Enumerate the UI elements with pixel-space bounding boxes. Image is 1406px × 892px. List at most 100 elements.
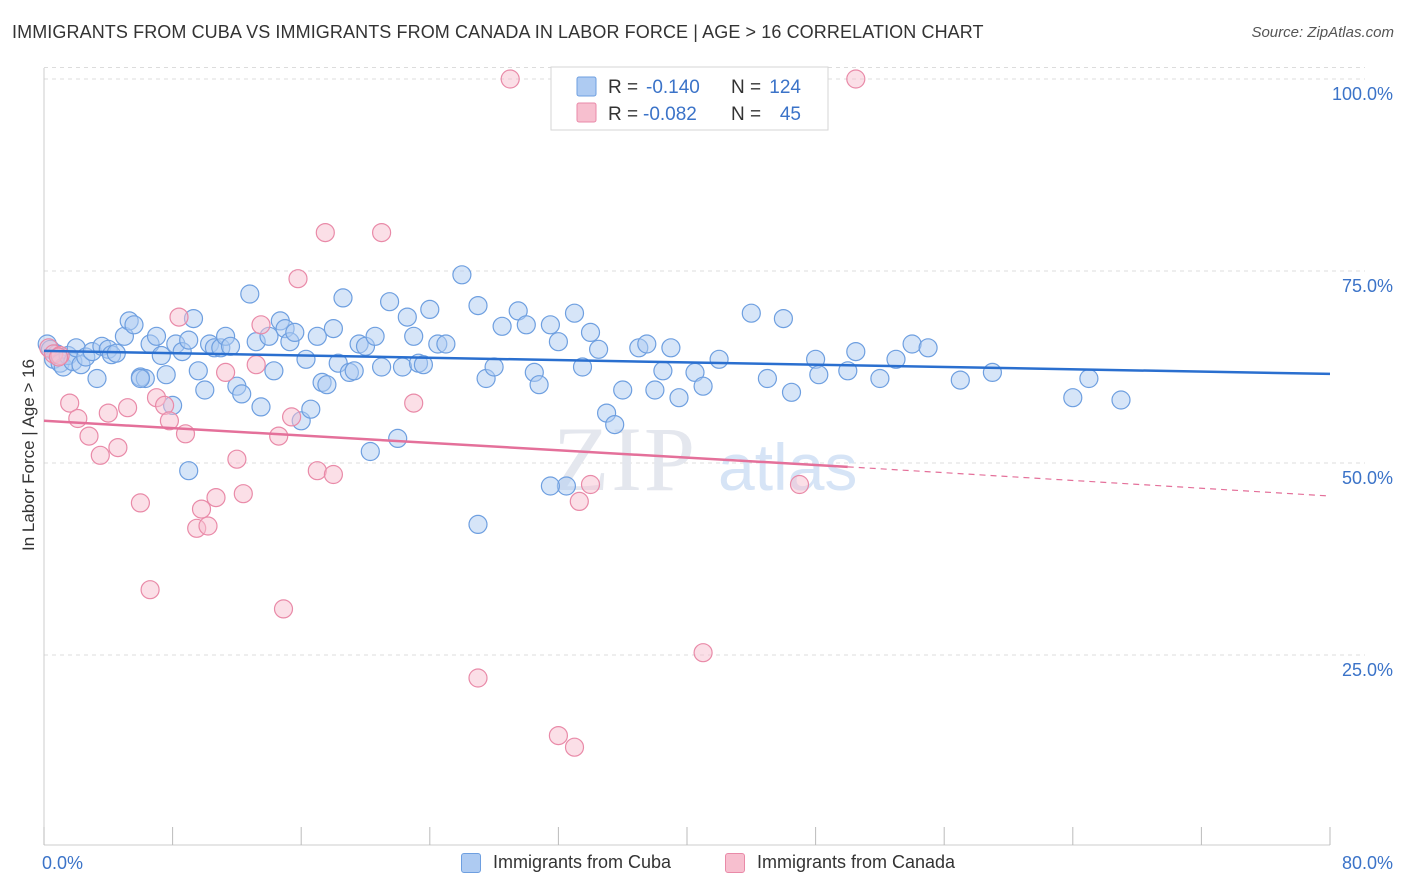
canada-point bbox=[227, 449, 247, 469]
cuba-point bbox=[781, 382, 802, 402]
canada-point bbox=[323, 464, 343, 485]
canada-point bbox=[269, 426, 289, 446]
legend-n-value-canada: 45 bbox=[780, 104, 801, 125]
canada-point bbox=[789, 474, 810, 495]
canada-point bbox=[846, 69, 866, 89]
cuba-point bbox=[195, 380, 215, 400]
y-tick-label: 25.0% bbox=[1342, 660, 1393, 680]
canada-point bbox=[307, 461, 327, 481]
cuba-point bbox=[540, 476, 561, 496]
cuba-point bbox=[572, 357, 593, 377]
cuba-point bbox=[317, 375, 337, 395]
cuba-point bbox=[588, 339, 609, 359]
canada-point bbox=[48, 347, 69, 367]
canada-point bbox=[191, 499, 212, 519]
cuba-point bbox=[307, 326, 327, 346]
cuba-point bbox=[653, 361, 673, 381]
cuba-point bbox=[420, 299, 440, 319]
cuba-point bbox=[870, 368, 890, 389]
canada-point bbox=[169, 307, 189, 327]
cuba-point bbox=[220, 336, 241, 356]
canada-point bbox=[548, 725, 569, 746]
cuba-point bbox=[902, 334, 922, 354]
x-tick-label-max: 80.0% bbox=[1342, 853, 1393, 873]
canada-point bbox=[251, 315, 271, 335]
series-legend: Immigrants from Cuba Immigrants from Can… bbox=[0, 852, 1406, 878]
trend-line-canada bbox=[43, 419, 848, 469]
legend-item-cuba[interactable]: Immigrants from Cuba bbox=[461, 852, 671, 873]
canada-point bbox=[108, 438, 128, 458]
cuba-point bbox=[637, 334, 657, 354]
legend-box: R = -0.140 N = 124 R = -0.082 N = 45 bbox=[550, 66, 829, 131]
trend-line-cuba bbox=[43, 349, 1331, 376]
cuba-point bbox=[661, 338, 681, 358]
cuba-point bbox=[151, 345, 171, 366]
cuba-point bbox=[645, 380, 665, 400]
cuba-point bbox=[146, 326, 167, 346]
cuba-point bbox=[372, 357, 392, 377]
cuba-point bbox=[188, 361, 208, 381]
cuba-point bbox=[709, 349, 729, 369]
canada-point bbox=[569, 491, 589, 511]
cuba-point bbox=[468, 514, 488, 535]
cuba-point bbox=[669, 388, 689, 408]
cuba-point bbox=[344, 361, 364, 381]
cuba-point bbox=[1079, 368, 1099, 389]
y-tick-label: 100.0% bbox=[1332, 84, 1393, 104]
cuba-point bbox=[846, 342, 866, 362]
cuba-point bbox=[613, 380, 633, 400]
cuba-point bbox=[757, 368, 778, 389]
canada-point bbox=[198, 516, 218, 536]
cuba-point bbox=[388, 428, 408, 448]
canada-point bbox=[468, 668, 488, 688]
cuba-point bbox=[124, 315, 144, 335]
legend-n-label-cuba: N = bbox=[731, 77, 761, 98]
legend-r-label-canada: R = bbox=[608, 104, 638, 125]
canada-point bbox=[79, 426, 99, 446]
tick-labels: 25.0% 50.0% 75.0% 100.0% 0.0% 80.0% bbox=[42, 84, 1393, 873]
x-tick-label-min: 0.0% bbox=[42, 853, 83, 873]
cuba-point bbox=[773, 309, 794, 329]
cuba-point bbox=[323, 319, 343, 339]
cuba-point bbox=[492, 316, 512, 336]
canada-point bbox=[117, 398, 138, 418]
chart-title: IMMIGRANTS FROM CUBA VS IMMIGRANTS FROM … bbox=[12, 22, 984, 42]
canada-point bbox=[90, 445, 110, 465]
canada-point bbox=[246, 355, 266, 375]
legend-swatch-canada bbox=[576, 102, 597, 123]
cuba-point bbox=[380, 292, 400, 312]
canada-point bbox=[282, 407, 302, 427]
canada-point bbox=[130, 493, 150, 513]
series-canada-points bbox=[39, 69, 866, 757]
cuba-point bbox=[232, 384, 252, 404]
trend-lines bbox=[43, 349, 1331, 497]
canada-point bbox=[693, 643, 713, 663]
legend-item-canada[interactable]: Immigrants from Canada bbox=[725, 852, 955, 873]
legend-r-value-cuba: -0.140 bbox=[646, 77, 700, 98]
axes bbox=[43, 68, 1331, 846]
cuba-point bbox=[556, 476, 577, 496]
cuba-point bbox=[468, 296, 488, 316]
legend-r-value-canada: -0.082 bbox=[643, 104, 697, 125]
cuba-point bbox=[301, 399, 321, 419]
canada-point bbox=[68, 408, 88, 429]
cuba-point bbox=[693, 376, 713, 396]
canada-point bbox=[315, 223, 335, 243]
trend-line-canada-extension bbox=[847, 466, 1331, 497]
cuba-point bbox=[264, 361, 284, 381]
cuba-point bbox=[564, 303, 585, 323]
cuba-point bbox=[982, 362, 1003, 382]
cuba-point bbox=[950, 370, 970, 390]
canada-point bbox=[60, 393, 80, 413]
legend-r-label-cuba: R = bbox=[608, 77, 638, 98]
cuba-point bbox=[548, 332, 569, 352]
canada-point bbox=[140, 580, 160, 600]
cuba-point bbox=[436, 334, 456, 354]
canada-point bbox=[500, 69, 520, 89]
series-cuba-points bbox=[37, 265, 1131, 535]
legend-frame bbox=[550, 66, 829, 131]
canada-point bbox=[233, 484, 253, 504]
cuba-point bbox=[240, 284, 260, 304]
canada-point bbox=[159, 411, 179, 431]
